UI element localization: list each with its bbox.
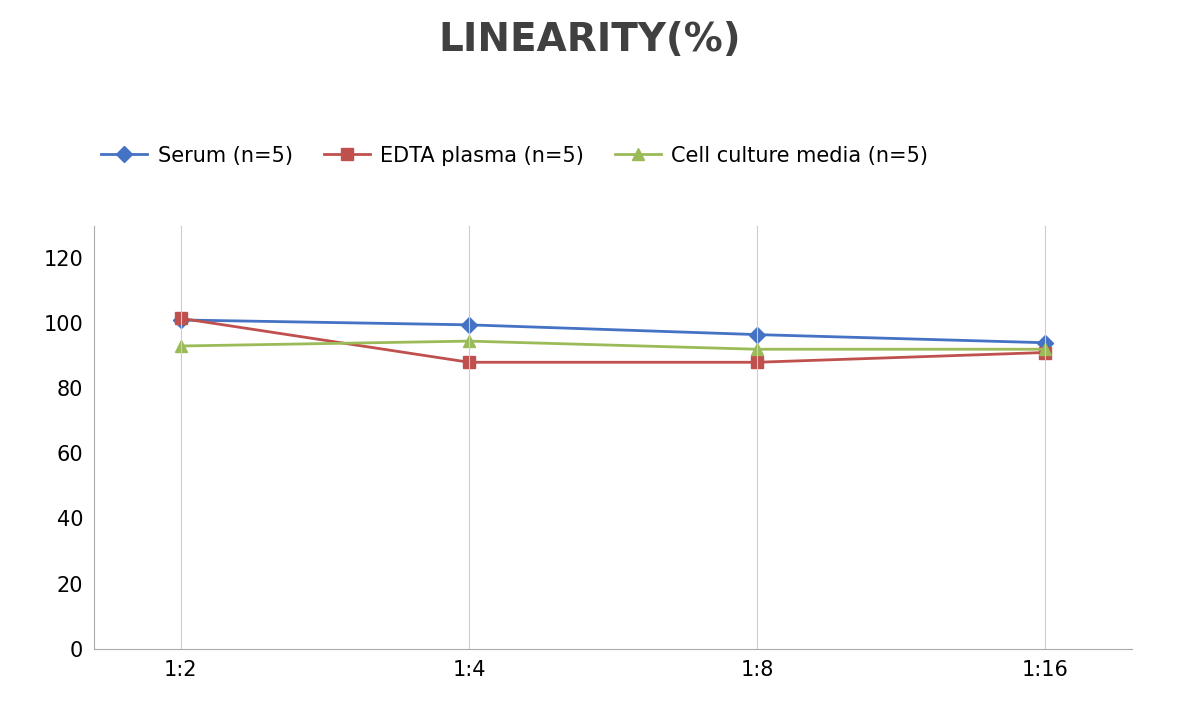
Legend: Serum (n=5), EDTA plasma (n=5), Cell culture media (n=5): Serum (n=5), EDTA plasma (n=5), Cell cul… (93, 137, 937, 174)
EDTA plasma (n=5) (173, 314, 187, 323)
Serum (n=5) (462, 321, 476, 329)
Serum (n=5) (1039, 338, 1053, 347)
EDTA plasma (n=5) (462, 358, 476, 367)
Line: Serum (n=5): Serum (n=5) (176, 314, 1050, 348)
Line: EDTA plasma (n=5): EDTA plasma (n=5) (176, 313, 1050, 368)
EDTA plasma (n=5) (1039, 348, 1053, 357)
Cell culture media (n=5) (1039, 345, 1053, 353)
Cell culture media (n=5) (750, 345, 764, 353)
Serum (n=5) (173, 316, 187, 324)
Line: Cell culture media (n=5): Cell culture media (n=5) (176, 336, 1050, 355)
Cell culture media (n=5) (173, 342, 187, 350)
EDTA plasma (n=5) (750, 358, 764, 367)
Text: LINEARITY(%): LINEARITY(%) (439, 21, 740, 59)
Serum (n=5) (750, 331, 764, 339)
Cell culture media (n=5) (462, 337, 476, 345)
